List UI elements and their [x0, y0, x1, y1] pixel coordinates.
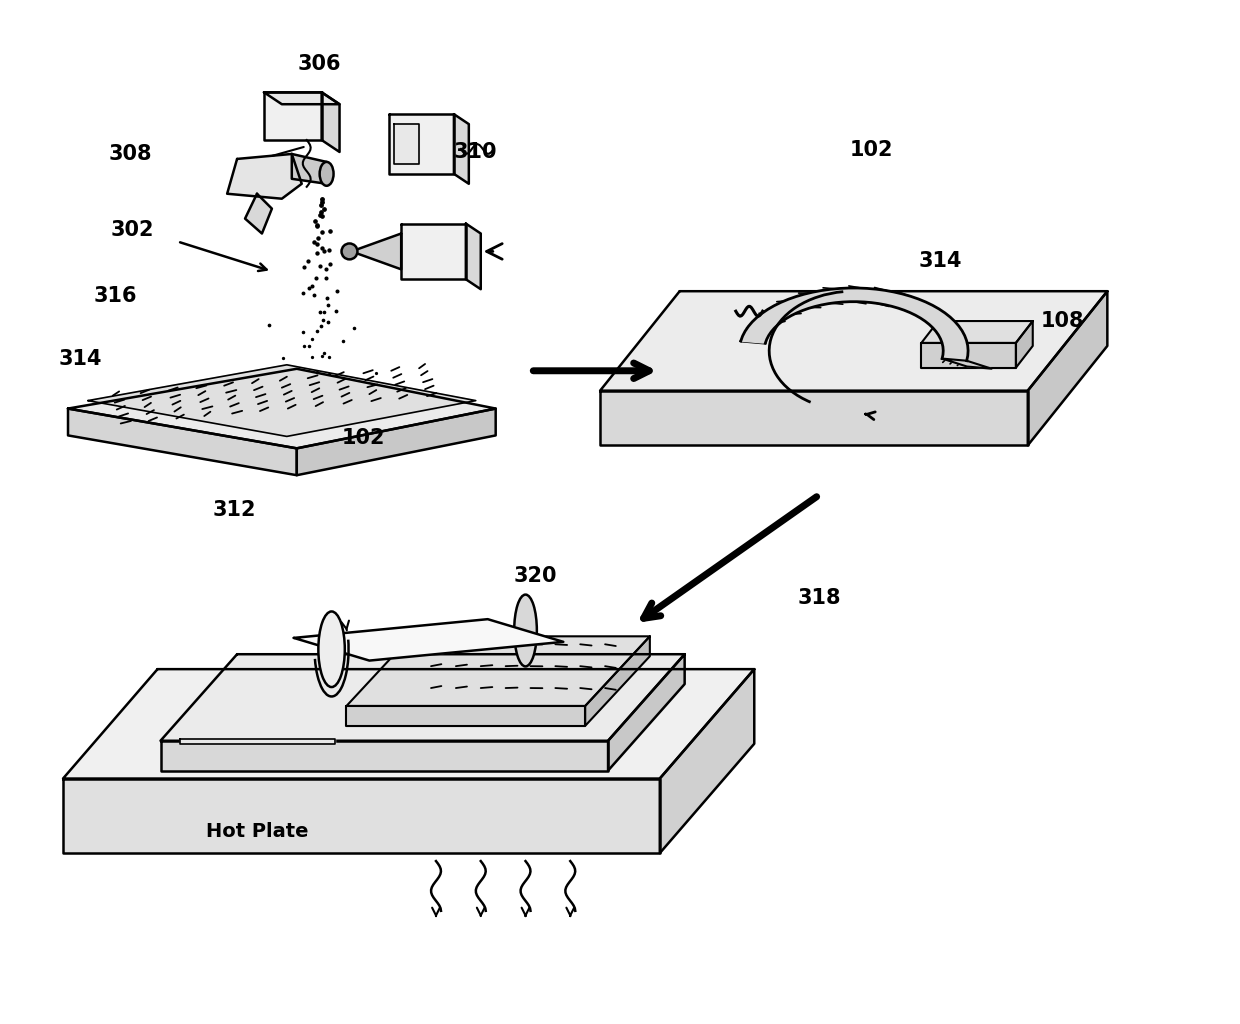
Text: 316: 316 [94, 286, 138, 306]
Polygon shape [740, 288, 968, 360]
Polygon shape [921, 322, 1033, 343]
Polygon shape [63, 669, 754, 778]
Polygon shape [68, 409, 296, 475]
Text: 108: 108 [1040, 311, 1084, 331]
Circle shape [341, 244, 357, 259]
Ellipse shape [515, 595, 537, 667]
Polygon shape [264, 92, 340, 104]
Polygon shape [608, 654, 684, 771]
Polygon shape [1016, 322, 1033, 368]
Polygon shape [296, 409, 496, 475]
Polygon shape [294, 620, 563, 660]
Polygon shape [600, 291, 1107, 391]
Text: 314: 314 [919, 251, 962, 271]
Polygon shape [63, 778, 660, 853]
Text: 306: 306 [298, 54, 341, 75]
Polygon shape [88, 365, 476, 436]
Polygon shape [346, 706, 585, 726]
Polygon shape [394, 124, 419, 164]
Polygon shape [454, 114, 469, 183]
Polygon shape [68, 369, 496, 449]
Polygon shape [160, 654, 684, 740]
Polygon shape [227, 154, 301, 199]
Polygon shape [921, 343, 1016, 368]
Polygon shape [246, 194, 272, 233]
Text: 312: 312 [212, 500, 255, 520]
Polygon shape [585, 636, 650, 726]
Text: 318: 318 [797, 588, 841, 607]
Polygon shape [346, 636, 650, 706]
Polygon shape [264, 92, 321, 140]
Polygon shape [1028, 291, 1107, 445]
Ellipse shape [319, 611, 345, 687]
Polygon shape [160, 740, 608, 771]
Polygon shape [600, 391, 1028, 445]
Polygon shape [389, 114, 454, 174]
Text: 308: 308 [109, 144, 153, 164]
Polygon shape [402, 223, 466, 280]
Polygon shape [466, 223, 481, 289]
Polygon shape [180, 738, 335, 743]
Polygon shape [942, 358, 992, 369]
Polygon shape [321, 92, 340, 152]
Text: 310: 310 [454, 142, 497, 162]
Text: 314: 314 [58, 349, 102, 369]
Text: Hot Plate: Hot Plate [206, 821, 309, 841]
Polygon shape [351, 233, 402, 269]
Polygon shape [660, 669, 754, 853]
Text: 320: 320 [513, 565, 557, 586]
Text: 102: 102 [342, 428, 386, 449]
Text: 302: 302 [110, 219, 155, 240]
Polygon shape [291, 154, 326, 183]
Text: 102: 102 [849, 140, 893, 160]
Ellipse shape [320, 162, 334, 185]
